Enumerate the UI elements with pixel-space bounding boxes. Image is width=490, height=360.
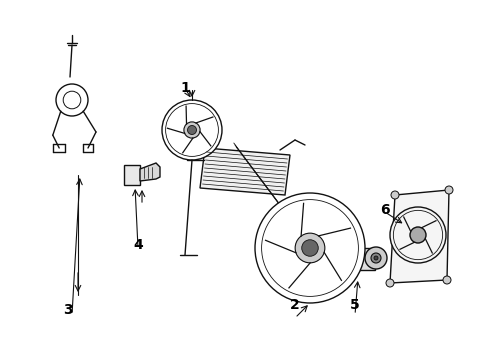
Circle shape [414,231,422,239]
Circle shape [410,227,426,243]
Circle shape [365,247,387,269]
Text: 2: 2 [290,298,300,312]
Circle shape [188,126,196,135]
Circle shape [302,240,318,256]
Circle shape [445,186,453,194]
Polygon shape [200,148,290,195]
Polygon shape [124,165,140,185]
Text: 1: 1 [180,81,190,95]
Circle shape [371,253,381,263]
Text: 5: 5 [350,298,360,312]
Text: 3: 3 [63,303,73,317]
Polygon shape [390,190,449,283]
Circle shape [443,276,451,284]
Circle shape [295,233,325,263]
Circle shape [184,122,200,138]
Circle shape [162,100,222,160]
Circle shape [374,256,378,260]
Text: 4: 4 [133,238,143,252]
Polygon shape [140,163,160,181]
Text: 6: 6 [380,203,390,217]
Circle shape [386,279,394,287]
Circle shape [411,228,425,243]
Bar [351,248,375,270]
Circle shape [390,207,446,263]
Circle shape [391,191,399,199]
Circle shape [255,193,365,303]
